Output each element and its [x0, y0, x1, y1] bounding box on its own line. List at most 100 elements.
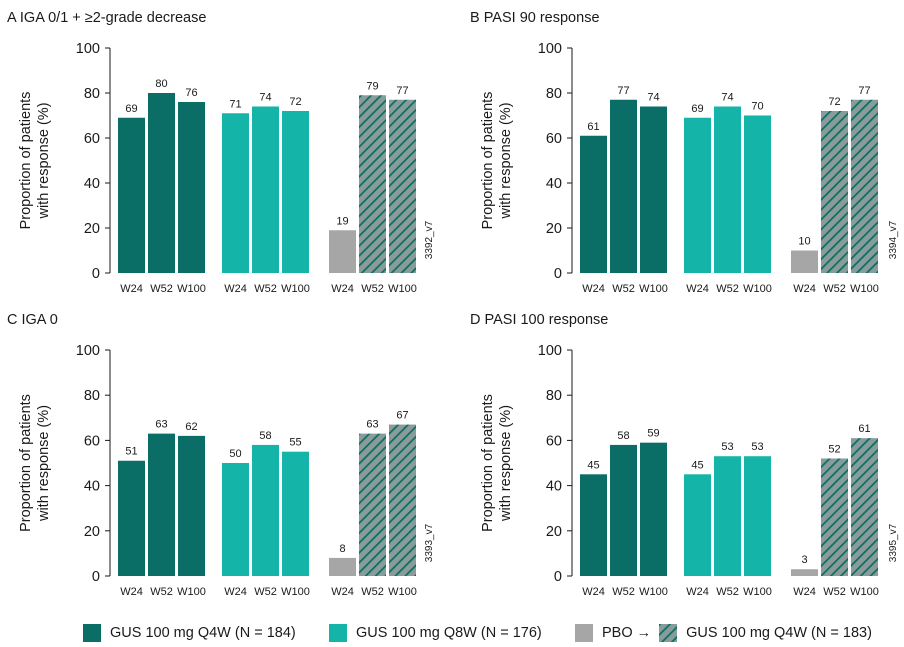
data-label: 74	[647, 92, 659, 104]
data-label: 69	[691, 103, 703, 115]
bar-q8w-w24	[222, 463, 249, 576]
data-label: 53	[721, 441, 733, 453]
data-label: 61	[858, 423, 870, 435]
chart-panel-d: D PASI 100 response 0 20 40 60 80 100 Proportio…	[470, 312, 899, 598]
bar-q8w-w52	[714, 106, 741, 273]
x-tick-label: W52	[612, 586, 635, 598]
data-label: 70	[751, 101, 763, 113]
x-tick-label: W100	[850, 283, 879, 295]
legend: GUS 100 mg Q4W (N = 184) GUS 100 mg Q8W …	[0, 622, 904, 646]
data-label: 59	[647, 428, 659, 440]
x-tick-label: W100	[177, 586, 206, 598]
bar-pbo-w100	[389, 99, 416, 273]
x-tick-label: W24	[120, 586, 143, 598]
y-axis-title-line1: Proportion of patients	[18, 394, 34, 532]
y-axis-title-line1: Proportion of patients	[18, 92, 34, 230]
y-tick-label: 60	[84, 131, 100, 147]
y-axis-title-line2: with response (%)	[498, 102, 514, 219]
x-tick-label: W52	[150, 586, 173, 598]
x-tick-label: W52	[823, 283, 846, 295]
legend-item-q8w: GUS 100 mg Q8W (N = 176)	[329, 622, 542, 644]
bar-q4w-w100	[640, 106, 667, 273]
x-tick-label: W52	[254, 586, 277, 598]
y-tick-label: 80	[84, 388, 100, 404]
x-tick-label: W24	[331, 586, 354, 598]
data-label: 74	[721, 92, 733, 104]
x-tick-label: W24	[793, 283, 816, 295]
panel-title: A IGA 0/1 + ≥2-grade decrease	[7, 10, 206, 26]
y-tick-label: 40	[546, 176, 562, 192]
figure-code: 3395_v7	[888, 523, 899, 562]
x-tick-label: W52	[716, 283, 739, 295]
panel-title: B PASI 90 response	[470, 10, 600, 26]
data-label: 55	[289, 437, 301, 449]
y-tick-label: 80	[84, 86, 100, 102]
bar-pbo-w24	[791, 250, 818, 273]
data-label: 45	[587, 459, 599, 471]
data-label: 74	[259, 92, 271, 104]
y-tick-label: 0	[554, 266, 562, 282]
figure-code: 3393_v7	[424, 523, 435, 562]
bar-q4w-w24	[580, 135, 607, 273]
data-label: 72	[828, 96, 840, 108]
x-tick-label: W24	[120, 283, 143, 295]
figure-code: 3394_v7	[888, 220, 899, 259]
data-label: 53	[751, 441, 763, 453]
bar-q4w-w24	[118, 117, 145, 273]
x-tick-label: W100	[850, 586, 879, 598]
y-tick-label: 60	[546, 131, 562, 147]
y-tick-label: 80	[546, 388, 562, 404]
bar-pbo-w24	[329, 230, 356, 273]
x-tick-label: W100	[743, 283, 772, 295]
y-axis-title-line1: Proportion of patients	[480, 92, 496, 230]
data-label: 77	[617, 85, 629, 97]
data-label: 45	[691, 459, 703, 471]
bar-q4w-w52	[610, 99, 637, 273]
y-tick-label: 80	[546, 86, 562, 102]
x-tick-label: W24	[331, 283, 354, 295]
x-tick-label: W24	[224, 283, 247, 295]
legend-label-q8w: GUS 100 mg Q8W (N = 176)	[356, 625, 542, 641]
data-label: 50	[229, 448, 241, 460]
y-tick-label: 100	[538, 41, 562, 57]
y-tick-label: 40	[84, 479, 100, 495]
legend-label-pbo-switch: GUS 100 mg Q4W (N = 183)	[686, 625, 872, 641]
y-axis-title-line2: with response (%)	[36, 405, 52, 522]
bar-q4w-w52	[148, 433, 175, 576]
y-axis-title-line2: with response (%)	[498, 405, 514, 522]
x-tick-label: W24	[224, 586, 247, 598]
legend-swatch-q4w	[83, 624, 101, 642]
data-label: 63	[366, 419, 378, 431]
panel-title: C IGA 0	[7, 312, 58, 328]
x-tick-label: W24	[793, 586, 816, 598]
data-label: 76	[185, 87, 197, 99]
bar-pbo-w100	[389, 424, 416, 576]
y-tick-label: 0	[92, 569, 100, 585]
y-tick-label: 100	[538, 343, 562, 359]
y-tick-label: 0	[554, 569, 562, 585]
y-tick-label: 20	[84, 524, 100, 540]
data-label: 8	[339, 543, 345, 555]
x-tick-label: W100	[388, 586, 417, 598]
bar-q8w-w100	[282, 451, 309, 576]
x-tick-label: W52	[254, 283, 277, 295]
bar-q8w-w52	[252, 106, 279, 273]
legend-swatch-q8w	[329, 624, 347, 642]
x-tick-label: W100	[281, 586, 310, 598]
data-label: 71	[229, 98, 241, 110]
y-tick-label: 40	[546, 479, 562, 495]
legend-label-pbo: PBO →	[602, 625, 652, 641]
data-label: 79	[366, 80, 378, 92]
x-tick-label: W24	[686, 283, 709, 295]
y-axis-title-line1: Proportion of patients	[480, 394, 496, 532]
data-label: 58	[617, 430, 629, 442]
data-label: 63	[155, 419, 167, 431]
bar-q4w-w24	[118, 460, 145, 576]
bar-q8w-w52	[252, 444, 279, 576]
bar-q8w-w100	[744, 456, 771, 576]
x-tick-label: W100	[639, 283, 668, 295]
bar-q4w-w24	[580, 474, 607, 576]
y-tick-label: 60	[546, 433, 562, 449]
y-tick-label: 20	[84, 221, 100, 237]
x-tick-label: W24	[582, 586, 605, 598]
